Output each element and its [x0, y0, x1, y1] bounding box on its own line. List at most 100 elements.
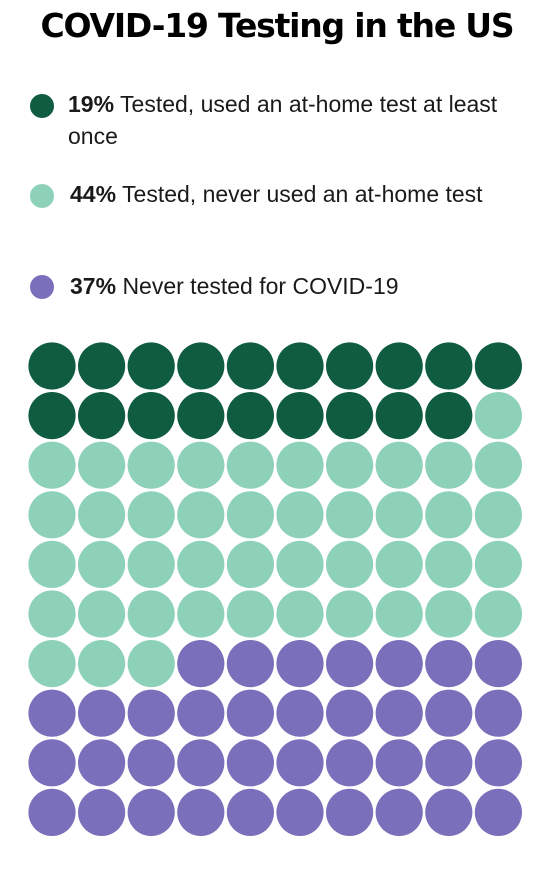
- waffle-dot-never-tested: [78, 739, 126, 787]
- waffle-dot-at-home: [375, 342, 423, 390]
- waffle-dot-tested-no-at-home: [28, 590, 76, 638]
- waffle-dot-tested-no-at-home: [78, 640, 126, 688]
- waffle-dot-tested-no-at-home: [226, 590, 274, 638]
- waffle-dot-at-home: [127, 392, 175, 440]
- waffle-dot-never-tested: [425, 739, 473, 787]
- waffle-dot-never-tested: [226, 640, 274, 688]
- waffle-dot-tested-no-at-home: [127, 640, 175, 688]
- legend-label: Never tested for COVID-19: [122, 273, 399, 299]
- waffle-dot-never-tested: [375, 640, 423, 688]
- waffle-dot-at-home: [177, 342, 225, 390]
- waffle-dot-at-home: [28, 392, 76, 440]
- waffle-dot-tested-no-at-home: [474, 540, 522, 589]
- waffle-dot-never-tested: [474, 689, 522, 737]
- waffle-dot-at-home: [326, 342, 374, 390]
- legend-label: Tested, never used an at-home test: [122, 181, 483, 207]
- waffle-dot-never-tested: [425, 689, 473, 737]
- legend-item-tested-no-at-home: 44% Tested, never used an at-home test: [30, 178, 530, 242]
- waffle-dot-at-home: [226, 342, 274, 390]
- waffle-dot-tested-no-at-home: [474, 392, 522, 440]
- waffle-dot-at-home: [474, 342, 522, 390]
- waffle-dot-never-tested: [127, 788, 175, 837]
- waffle-dot-never-tested: [177, 689, 225, 737]
- waffle-dot-never-tested: [226, 739, 274, 787]
- waffle-dot-never-tested: [226, 788, 274, 837]
- waffle-dot-tested-no-at-home: [28, 640, 76, 688]
- waffle-dot-never-tested: [78, 689, 126, 737]
- waffle-dot-never-tested: [177, 640, 225, 688]
- waffle-dot-tested-no-at-home: [474, 441, 522, 489]
- waffle-dot-at-home: [78, 342, 126, 390]
- waffle-dot-tested-no-at-home: [28, 441, 76, 489]
- waffle-dot-never-tested: [425, 788, 473, 837]
- waffle-dot-never-tested: [127, 739, 175, 787]
- legend-percent: 37%: [70, 273, 117, 299]
- waffle-dot-at-home: [177, 392, 225, 440]
- waffle-dot-at-home: [28, 342, 76, 390]
- waffle-dot-never-tested: [326, 788, 374, 837]
- waffle-dot-tested-no-at-home: [425, 441, 473, 489]
- legend-text: 44% Tested, never used an at-home test: [70, 178, 510, 210]
- waffle-dot-tested-no-at-home: [375, 441, 423, 489]
- waffle-dot-never-tested: [276, 788, 324, 837]
- waffle-dot-never-tested: [474, 640, 522, 688]
- legend-swatch-light-green: [30, 184, 54, 208]
- waffle-dot-never-tested: [326, 689, 374, 737]
- waffle-dot-never-tested: [177, 739, 225, 787]
- legend-text: 37% Never tested for COVID-19: [70, 270, 510, 302]
- waffle-dot-tested-no-at-home: [425, 491, 473, 539]
- legend-text: 19% Tested, used an at-home test at leas…: [68, 88, 508, 152]
- waffle-dot-tested-no-at-home: [474, 590, 522, 638]
- waffle-dot-tested-no-at-home: [425, 590, 473, 638]
- waffle-dot-never-tested: [276, 739, 324, 787]
- waffle-dot-at-home: [78, 392, 126, 440]
- legend-percent: 19%: [68, 91, 115, 117]
- waffle-dot-never-tested: [326, 739, 374, 787]
- waffle-dot-never-tested: [474, 788, 522, 837]
- waffle-dot-tested-no-at-home: [127, 491, 175, 539]
- waffle-dot-never-tested: [326, 640, 374, 688]
- waffle-dot-never-tested: [425, 640, 473, 688]
- waffle-dot-tested-no-at-home: [326, 590, 374, 638]
- waffle-dot-tested-no-at-home: [276, 441, 324, 489]
- waffle-dot-tested-no-at-home: [78, 491, 126, 539]
- waffle-dot-tested-no-at-home: [177, 540, 225, 589]
- waffle-dot-tested-no-at-home: [127, 441, 175, 489]
- waffle-dot-tested-no-at-home: [127, 590, 175, 638]
- waffle-dot-tested-no-at-home: [177, 441, 225, 489]
- waffle-dot-tested-no-at-home: [127, 540, 175, 589]
- waffle-dot-never-tested: [28, 739, 76, 787]
- waffle-dot-tested-no-at-home: [226, 441, 274, 489]
- waffle-dot-at-home: [276, 342, 324, 390]
- waffle-dot-never-tested: [276, 689, 324, 737]
- waffle-dot-tested-no-at-home: [276, 590, 324, 638]
- legend-item-never-tested: 37% Never tested for COVID-19: [30, 270, 530, 306]
- waffle-dot-never-tested: [276, 640, 324, 688]
- waffle-dot-tested-no-at-home: [326, 540, 374, 589]
- waffle-dot-tested-no-at-home: [28, 491, 76, 539]
- legend-item-at-home: 19% Tested, used an at-home test at leas…: [30, 88, 530, 152]
- waffle-dot-never-tested: [474, 739, 522, 787]
- waffle-dot-tested-no-at-home: [177, 491, 225, 539]
- legend-label: Tested, used an at-home test at least on…: [68, 91, 498, 149]
- legend-swatch-purple: [30, 275, 54, 299]
- waffle-dot-never-tested: [127, 689, 175, 737]
- waffle-dot-tested-no-at-home: [78, 540, 126, 589]
- waffle-dot-tested-no-at-home: [375, 540, 423, 589]
- waffle-dot-tested-no-at-home: [326, 441, 374, 489]
- legend-percent: 44%: [70, 181, 117, 207]
- chart-title: COVID-19 Testing in the US: [40, 6, 515, 45]
- waffle-dot-never-tested: [78, 788, 126, 837]
- waffle-dot-at-home: [276, 392, 324, 440]
- waffle-dot-tested-no-at-home: [425, 540, 473, 589]
- waffle-dot-at-home: [375, 392, 423, 440]
- waffle-dot-tested-no-at-home: [326, 491, 374, 539]
- waffle-dot-tested-no-at-home: [375, 491, 423, 539]
- waffle-dot-tested-no-at-home: [226, 540, 274, 589]
- waffle-dot-tested-no-at-home: [474, 491, 522, 539]
- waffle-dot-never-tested: [375, 788, 423, 837]
- waffle-dot-never-tested: [226, 689, 274, 737]
- waffle-dot-tested-no-at-home: [78, 441, 126, 489]
- waffle-dot-at-home: [425, 342, 473, 390]
